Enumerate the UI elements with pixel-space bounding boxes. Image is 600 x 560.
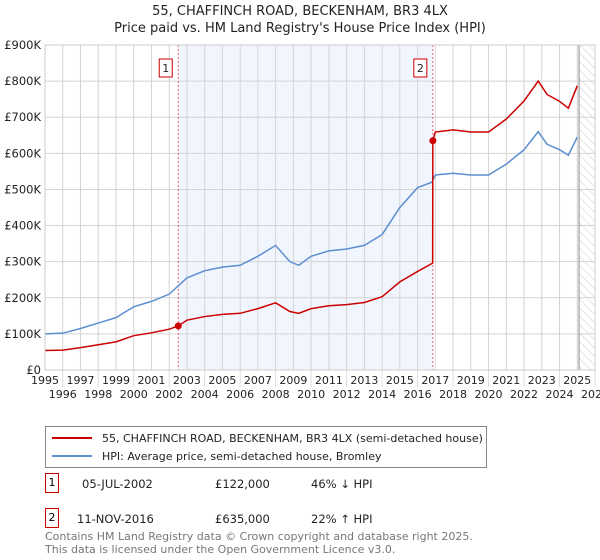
x-tick-label: 1996 bbox=[49, 388, 77, 401]
sale-label: 1 bbox=[162, 62, 169, 75]
x-tick-label: 2007 bbox=[244, 374, 272, 387]
x-tick-label: 2016 bbox=[404, 388, 432, 401]
legend-label: 55, CHAFFINCH ROAD, BECKENHAM, BR3 4LX (… bbox=[102, 431, 483, 445]
x-tick-label: 2017 bbox=[421, 374, 449, 387]
x-tick-label: 2012 bbox=[333, 388, 361, 401]
sale-point bbox=[174, 322, 182, 330]
transaction-marker: 1 bbox=[45, 473, 59, 493]
footer: Contains HM Land Registry data © Crown c… bbox=[45, 530, 473, 556]
x-tick-label: 1998 bbox=[84, 388, 112, 401]
property-price-line bbox=[44, 79, 578, 352]
legend-item-property: 55, CHAFFINCH ROAD, BECKENHAM, BR3 4LX (… bbox=[52, 429, 483, 447]
x-tick-label: 2009 bbox=[279, 374, 307, 387]
x-tick-label: 2026 bbox=[581, 388, 600, 401]
transaction-date: 11-NOV-2016 bbox=[77, 512, 154, 526]
y-tick-label: £100K bbox=[4, 327, 41, 341]
footer-line: Contains HM Land Registry data © Crown c… bbox=[45, 530, 473, 543]
x-tick-label: 2005 bbox=[208, 374, 236, 387]
chart-title: 55, CHAFFINCH ROAD, BECKENHAM, BR3 4LX bbox=[152, 4, 448, 19]
shaded-period bbox=[178, 45, 433, 370]
x-tick-label: 2004 bbox=[191, 388, 219, 401]
legend: 55, CHAFFINCH ROAD, BECKENHAM, BR3 4LX (… bbox=[45, 426, 487, 468]
x-tick-label: 2019 bbox=[457, 374, 485, 387]
forecast-hatch bbox=[579, 45, 595, 370]
x-tick-label: 1995 bbox=[31, 374, 59, 387]
price-chart: 1995199619971998199920002001200220032004… bbox=[4, 38, 600, 401]
y-tick-label: £600K bbox=[4, 146, 41, 160]
footer-line: This data is licensed under the Open Gov… bbox=[45, 543, 396, 556]
transaction-price: £122,000 bbox=[215, 477, 270, 491]
y-tick-label: £200K bbox=[4, 291, 41, 305]
legend-item-hpi: HPI: Average price, semi-detached house,… bbox=[52, 447, 381, 465]
y-tick-label: £900K bbox=[4, 38, 41, 52]
x-tick-label: 2003 bbox=[173, 374, 201, 387]
y-tick-label: £700K bbox=[4, 110, 41, 124]
sale-label-box bbox=[158, 58, 173, 78]
x-tick-label: 2025 bbox=[563, 374, 591, 387]
x-tick-label: 2020 bbox=[475, 388, 503, 401]
x-tick-label: 2018 bbox=[439, 388, 467, 401]
x-tick-label: 1997 bbox=[66, 374, 94, 387]
x-tick-label: 2002 bbox=[155, 388, 183, 401]
transaction-date: 05-JUL-2002 bbox=[82, 477, 153, 491]
x-tick-label: 2015 bbox=[386, 374, 414, 387]
x-tick-label: 2000 bbox=[120, 388, 148, 401]
y-tick-label: £400K bbox=[4, 219, 41, 233]
transaction-marker: 2 bbox=[45, 508, 59, 528]
x-tick-label: 2010 bbox=[297, 388, 325, 401]
sale-point bbox=[429, 137, 437, 145]
x-tick-label: 2013 bbox=[350, 374, 378, 387]
transaction-hpi: 22% ↑ HPI bbox=[311, 512, 373, 526]
x-tick-label: 2011 bbox=[315, 374, 343, 387]
chart-subtitle: Price paid vs. HM Land Registry's House … bbox=[114, 21, 486, 36]
x-tick-label: 2008 bbox=[262, 388, 290, 401]
transaction-price: £635,000 bbox=[215, 512, 270, 526]
x-tick-label: 2021 bbox=[492, 374, 520, 387]
y-tick-label: £0 bbox=[26, 363, 41, 377]
y-tick-label: £500K bbox=[4, 182, 41, 196]
x-tick-label: 2022 bbox=[510, 388, 538, 401]
legend-label: HPI: Average price, semi-detached house,… bbox=[102, 449, 382, 463]
y-tick-label: £800K bbox=[4, 74, 41, 88]
transaction-hpi: 46% ↓ HPI bbox=[311, 477, 373, 491]
x-tick-label: 2001 bbox=[137, 374, 165, 387]
x-tick-label: 2024 bbox=[546, 388, 574, 401]
plot-border bbox=[44, 44, 596, 371]
hpi-line bbox=[44, 130, 578, 335]
y-tick-label: £300K bbox=[4, 255, 41, 269]
x-tick-label: 2014 bbox=[368, 388, 396, 401]
x-tick-label: 2023 bbox=[528, 374, 556, 387]
x-tick-label: 2006 bbox=[226, 388, 254, 401]
x-tick-label: 1999 bbox=[102, 374, 130, 387]
sale-label-box bbox=[413, 58, 428, 78]
sale-label: 2 bbox=[417, 62, 424, 75]
